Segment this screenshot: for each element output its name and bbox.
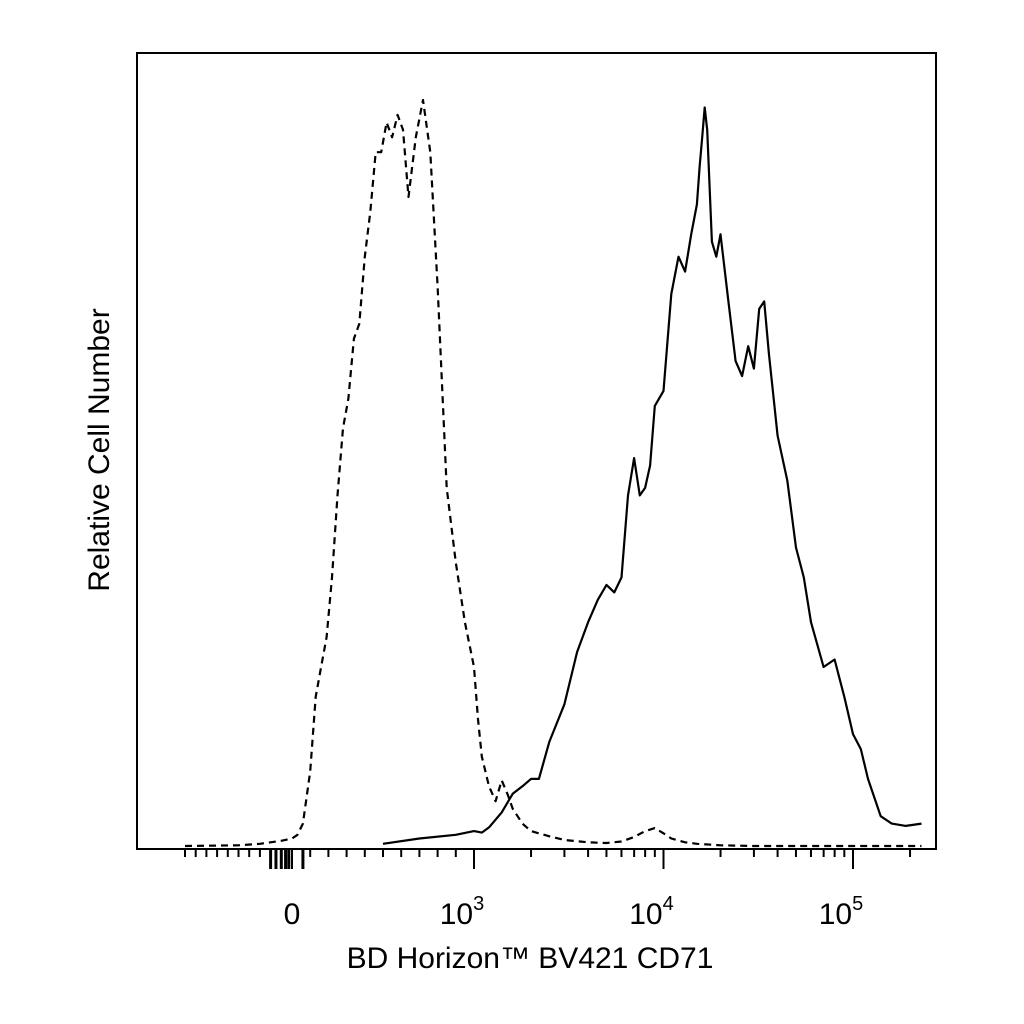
series-layer	[184, 98, 922, 848]
plot-frame	[136, 52, 937, 850]
x-tick-label: 105	[819, 893, 864, 931]
x-tick-labels: 0 103 104 105	[284, 893, 864, 931]
x-axis-title: BD Horizon™ BV421 CD71	[347, 942, 714, 975]
x-tick-label: 104	[629, 893, 674, 931]
y-axis-title: Relative Cell Number	[83, 308, 116, 591]
series-line-dashed	[184, 98, 922, 848]
minor-ticks	[184, 849, 912, 869]
x-tick-label: 0	[284, 898, 301, 931]
major-ticks	[291, 849, 854, 869]
x-tick-label: 103	[440, 893, 485, 931]
series-line-solid	[382, 106, 922, 845]
